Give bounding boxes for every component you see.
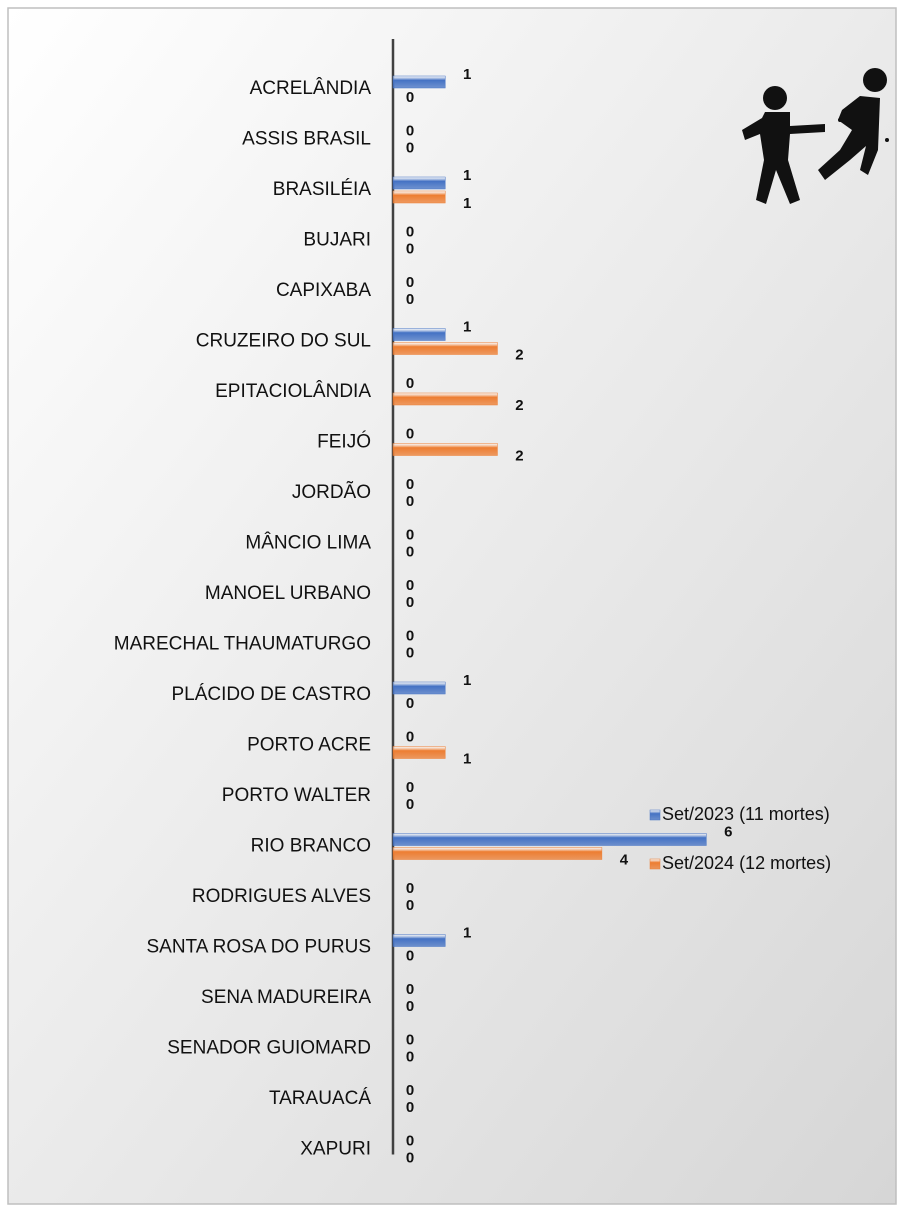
- legend-swatch: [649, 858, 661, 870]
- legend-label: Set/2024 (12 mortes): [662, 853, 831, 873]
- value-label: 0: [406, 998, 414, 1015]
- bar: [392, 681, 446, 695]
- value-label: 0: [406, 1082, 414, 1099]
- bar: [392, 190, 446, 204]
- value-label: 1: [463, 195, 471, 212]
- value-label: 0: [406, 139, 414, 156]
- value-label: 0: [406, 223, 414, 240]
- value-label: 2: [515, 397, 523, 414]
- value-label: 0: [406, 375, 414, 392]
- value-label: 0: [406, 1149, 414, 1166]
- value-label: 0: [406, 526, 414, 543]
- category-label: RIO BRANCO: [251, 836, 371, 857]
- value-label: 1: [463, 66, 471, 83]
- value-label: 0: [406, 240, 414, 257]
- category-label: CRUZEIRO DO SUL: [196, 331, 371, 352]
- bar: [392, 847, 603, 860]
- value-label: 2: [515, 346, 523, 363]
- category-label: JORDÃO: [292, 481, 371, 503]
- bar: [392, 392, 498, 406]
- category-label: BUJARI: [303, 230, 371, 251]
- value-label: 1: [463, 672, 471, 689]
- bar: [392, 934, 446, 947]
- value-label: 4: [620, 851, 629, 868]
- category-label: SANTA ROSA DO PURUS: [146, 937, 371, 958]
- value-label: 0: [406, 291, 414, 308]
- value-label: 0: [406, 728, 414, 745]
- value-label: 0: [406, 796, 414, 813]
- value-label: 0: [406, 425, 414, 442]
- value-label: 0: [406, 1031, 414, 1048]
- value-label: 6: [724, 823, 732, 840]
- category-label: CAPIXABA: [276, 280, 371, 301]
- value-label: 0: [406, 880, 414, 897]
- bar: [392, 176, 446, 190]
- category-label: XAPURI: [300, 1139, 371, 1160]
- category-label: ASSIS BRASIL: [242, 129, 371, 150]
- value-label: 0: [406, 897, 414, 914]
- category-label: EPITACIOLÂNDIA: [215, 380, 371, 402]
- category-label: MANOEL URBANO: [205, 583, 371, 604]
- value-label: 2: [515, 447, 523, 464]
- value-label: 0: [406, 1048, 414, 1065]
- value-label: 0: [406, 493, 414, 510]
- value-label: 1: [463, 924, 471, 941]
- icon: [742, 68, 889, 204]
- bar: [392, 746, 446, 759]
- value-label: 0: [406, 1132, 414, 1149]
- category-label: ACRELÂNDIA: [250, 77, 372, 99]
- category-label: SENADOR GUIOMARD: [167, 1038, 371, 1059]
- category-label: BRASILÉIA: [273, 179, 372, 200]
- value-label: 0: [406, 476, 414, 493]
- bar: [392, 75, 446, 89]
- value-label: 0: [406, 627, 414, 644]
- category-label: FEIJÓ: [317, 431, 371, 453]
- value-label: 0: [406, 594, 414, 611]
- value-label: 0: [406, 779, 414, 796]
- bar: [392, 342, 498, 355]
- value-label: 0: [406, 1099, 414, 1116]
- category-label: TARAUACÁ: [269, 1088, 371, 1109]
- value-label: 0: [406, 89, 414, 106]
- category-label: PORTO WALTER: [222, 785, 371, 806]
- bar: [392, 443, 498, 456]
- category-label: PORTO ACRE: [247, 735, 371, 756]
- value-label: 0: [406, 543, 414, 560]
- value-label: 0: [406, 695, 414, 712]
- category-label: PLÁCIDO DE CASTRO: [171, 684, 371, 705]
- value-label: 0: [406, 122, 414, 139]
- value-label: 0: [406, 981, 414, 998]
- bar: [392, 833, 707, 846]
- background: [7, 7, 897, 1205]
- category-label: SENA MADUREIRA: [201, 987, 371, 1008]
- value-label: 1: [463, 750, 471, 767]
- value-label: 0: [406, 644, 414, 661]
- value-label: 0: [406, 274, 414, 291]
- value-label: 1: [463, 167, 471, 184]
- bar: [392, 328, 446, 341]
- legend-swatch: [649, 809, 661, 821]
- legend-label: Set/2023 (11 mortes): [662, 804, 830, 824]
- value-label: 0: [406, 947, 414, 964]
- category-label: RODRIGUES ALVES: [192, 886, 371, 907]
- category-label: MÂNCIO LIMA: [245, 532, 371, 554]
- value-label: 0: [406, 577, 414, 594]
- value-label: 1: [463, 318, 471, 335]
- category-label: MARECHAL THAUMATURGO: [114, 634, 371, 655]
